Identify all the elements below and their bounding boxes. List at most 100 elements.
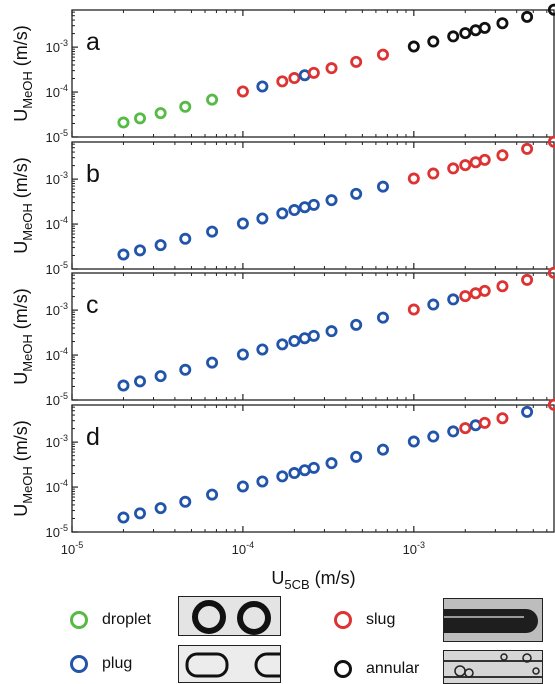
data-point-slug: [547, 135, 555, 148]
legend-label: plug: [102, 655, 133, 672]
data-point-plug: [256, 80, 269, 93]
data-point-slug: [478, 416, 491, 429]
y-tick-label: 10-4: [46, 83, 68, 100]
legend-label: droplet: [102, 611, 151, 628]
data-point-plug: [276, 470, 289, 483]
data-point-slug: [478, 284, 491, 297]
data-point-plug: [134, 375, 147, 388]
data-point-plug: [288, 467, 301, 480]
panel-label: c: [86, 291, 99, 319]
data-point-plug: [276, 207, 289, 220]
data-point-plug: [350, 318, 363, 331]
data-point-slug: [276, 75, 289, 88]
data-point-plug: [376, 443, 389, 456]
data-point-plug: [325, 194, 338, 207]
data-point-plug: [117, 248, 130, 261]
x-tick-label: 10-4: [232, 540, 254, 557]
data-point-plug: [154, 370, 167, 383]
data-point-plug: [276, 338, 289, 351]
data-point-plug: [521, 405, 534, 418]
data-point-slug: [325, 62, 338, 75]
x-tick-label: 10-3: [403, 540, 425, 557]
slug-image: [443, 598, 543, 642]
data-point-annular: [521, 10, 534, 23]
data-point-plug: [288, 335, 301, 348]
y-tick-label: 10-4: [46, 346, 68, 363]
data-point-plug: [376, 311, 389, 324]
legend-label: annular: [366, 660, 420, 677]
data-point-plug: [288, 204, 301, 217]
data-point-slug: [236, 85, 249, 98]
data-point-slug: [376, 48, 389, 61]
data-point-plug: [179, 232, 192, 245]
data-point-plug: [154, 239, 167, 252]
data-point-plug: [350, 187, 363, 200]
plot-frame: [71, 141, 555, 270]
y-tick-label: 10-3: [46, 301, 68, 318]
data-point-droplet: [179, 100, 192, 113]
data-point-slug: [307, 66, 320, 79]
slug-marker-icon: [334, 611, 352, 629]
data-point-slug: [288, 72, 301, 85]
data-point-plug: [307, 461, 320, 474]
data-point-plug: [447, 425, 460, 438]
y-tick-label: 10-3: [46, 38, 68, 55]
plot-frame: [71, 404, 555, 533]
data-point-plug: [236, 480, 249, 493]
data-point-plug: [407, 435, 420, 448]
data-point-slug: [350, 55, 363, 68]
data-point-annular: [459, 27, 472, 40]
data-point-annular: [427, 35, 440, 48]
legend-item-slug: slug: [334, 611, 395, 629]
y-tick-label: 10-5: [46, 391, 68, 408]
data-point-plug: [206, 225, 219, 238]
data-point-slug: [521, 142, 534, 155]
data-point-plug: [307, 329, 320, 342]
y-axis-label: UMeOH (m/s): [11, 157, 35, 254]
annular-marker-icon: [334, 660, 352, 678]
data-point-plug: [256, 212, 269, 225]
data-point-slug: [427, 167, 440, 180]
legend-label: slug: [366, 611, 396, 628]
data-point-slug: [496, 412, 509, 425]
plug-marker-icon: [70, 655, 88, 673]
legend-item-plug: plug: [70, 655, 132, 673]
data-point-plug: [134, 507, 147, 520]
data-point-annular: [547, 3, 555, 16]
data-point-slug: [521, 273, 534, 286]
x-axis-label: U5CB (m/s): [271, 568, 355, 590]
legend-item-annular: annular: [334, 660, 419, 678]
data-point-plug: [447, 293, 460, 306]
data-point-droplet: [134, 112, 147, 125]
data-point-plug: [256, 475, 269, 488]
y-tick-label: 10-3: [46, 433, 68, 450]
y-tick-label: 10-3: [46, 170, 68, 187]
data-point-plug: [427, 430, 440, 443]
data-point-plug: [350, 450, 363, 463]
data-point-plug: [117, 379, 130, 392]
data-point-plug: [307, 198, 320, 211]
legend-item-droplet: droplet: [70, 611, 151, 629]
data-point-slug: [459, 290, 472, 303]
droplet-image: [178, 596, 281, 636]
data-point-plug: [206, 488, 219, 501]
y-tick-label: 10-4: [46, 215, 68, 232]
data-point-slug: [547, 398, 555, 411]
data-point-slug: [547, 266, 555, 279]
plug-image: [178, 645, 281, 683]
data-point-plug: [206, 356, 219, 369]
data-point-slug: [407, 303, 420, 316]
data-point-annular: [407, 40, 420, 53]
data-point-slug: [459, 422, 472, 435]
data-point-plug: [117, 511, 130, 524]
y-axis-label: UMeOH (m/s): [11, 288, 35, 385]
data-point-slug: [496, 280, 509, 293]
data-point-slug: [447, 162, 460, 175]
data-point-plug: [427, 298, 440, 311]
plot-frame: [71, 272, 555, 401]
droplet-marker-icon: [70, 611, 88, 629]
data-point-plug: [236, 217, 249, 230]
data-point-plug: [179, 363, 192, 376]
y-tick-label: 10-5: [46, 523, 68, 540]
y-axis-label: UMeOH (m/s): [11, 25, 35, 122]
